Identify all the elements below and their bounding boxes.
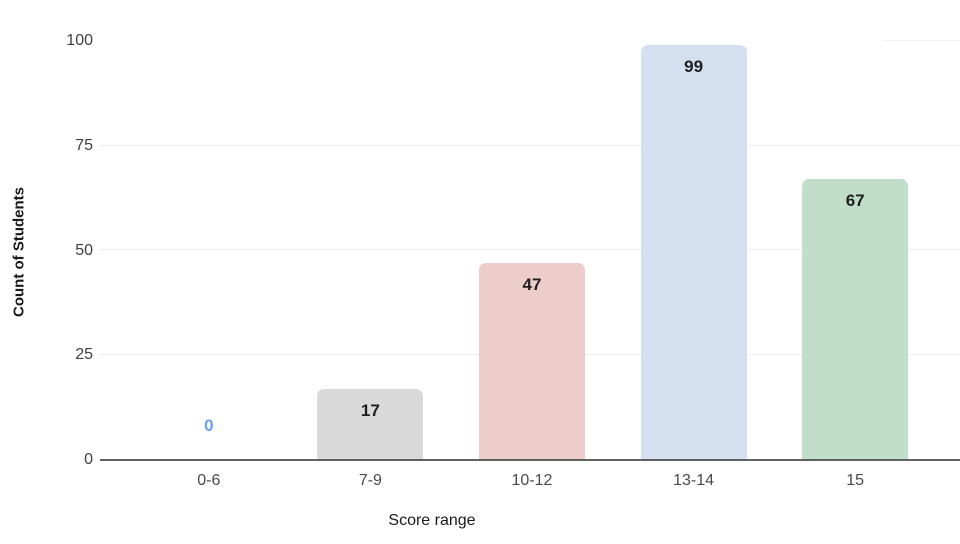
gridline-100-partial bbox=[883, 40, 960, 41]
y-tick-label-100: 100 bbox=[66, 32, 93, 49]
y-tick-label-0: 0 bbox=[84, 451, 93, 468]
value-label-0-6: 0 bbox=[204, 416, 214, 435]
y-tick-label-50: 50 bbox=[75, 241, 93, 259]
x-axis-title: Score range bbox=[388, 512, 476, 529]
bar-10-12[interactable] bbox=[479, 263, 585, 460]
value-label-7-9: 17 bbox=[360, 400, 380, 420]
y-tick-label-25: 25 bbox=[75, 346, 93, 364]
x-tick-label-13-14: 13-14 bbox=[673, 472, 715, 489]
x-tick-label-7-9: 7-9 bbox=[358, 472, 382, 489]
x-axis-line bbox=[100, 459, 960, 461]
value-label-10-12: 47 bbox=[522, 275, 542, 295]
plot-area: 0 0-6 17 7-9 47 10-12 99 13-14 67 15 bbox=[100, 0, 960, 544]
gridline-75 bbox=[100, 145, 960, 146]
bar-15[interactable] bbox=[802, 179, 909, 460]
x-tick-label-10-12: 10-12 bbox=[511, 472, 553, 489]
value-label-13-14: 99 bbox=[684, 57, 704, 77]
x-tick-label-15: 15 bbox=[846, 472, 865, 489]
x-tick-label-0-6: 0-6 bbox=[197, 472, 221, 489]
gridline-50 bbox=[100, 249, 960, 250]
bar-13-14[interactable] bbox=[640, 45, 747, 460]
bar-7-9[interactable] bbox=[317, 388, 424, 460]
value-label-15: 67 bbox=[845, 191, 865, 211]
y-tick-label-75: 75 bbox=[75, 136, 93, 154]
